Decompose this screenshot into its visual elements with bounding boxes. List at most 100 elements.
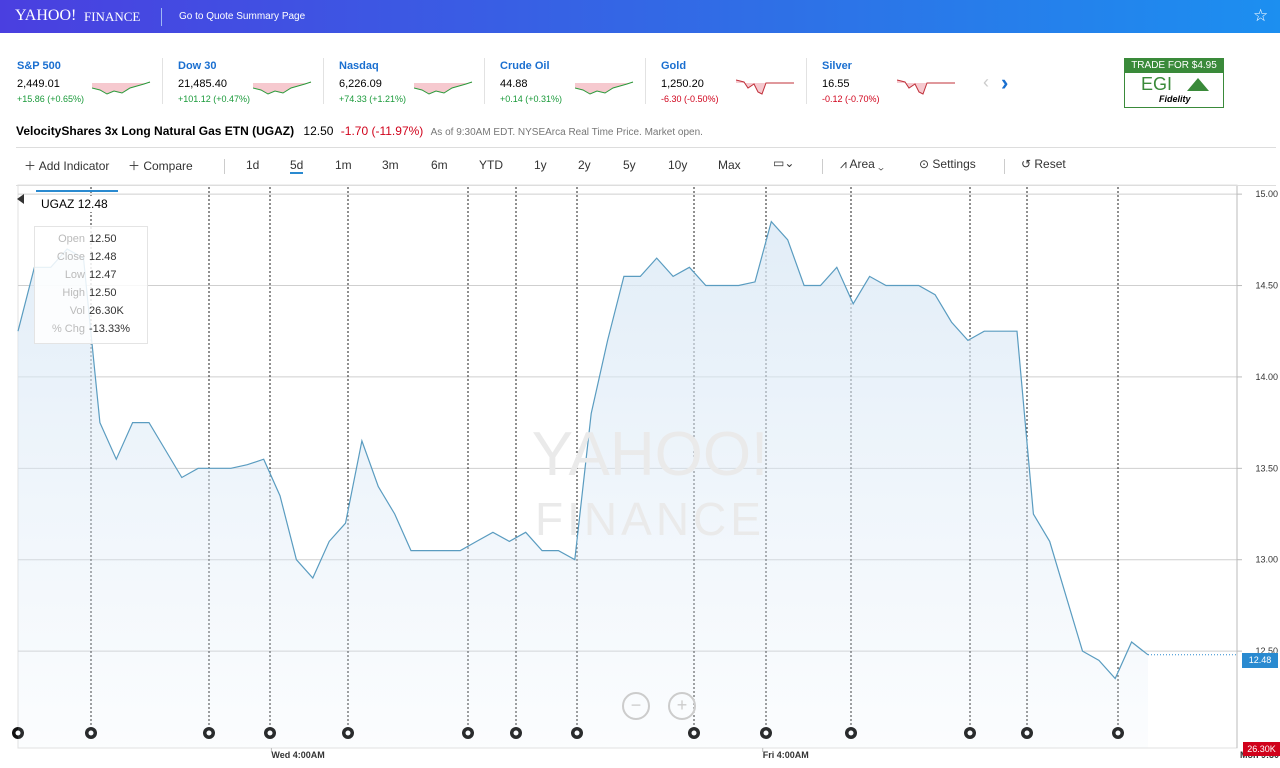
- sparkline: [736, 79, 794, 95]
- x-tick-label: Fri 4:00AM: [763, 750, 809, 760]
- ticker-change: -0.12 (-0.70%): [822, 94, 880, 104]
- sparkline: [414, 81, 473, 95]
- range-button[interactable]: 10y: [668, 158, 688, 172]
- tooltip-label: % Chg: [51, 323, 85, 335]
- ad-text: TRADE FOR $4.95: [1125, 59, 1223, 73]
- ticker-price: 21,485.40: [178, 78, 227, 90]
- range-button[interactable]: 1m: [335, 158, 352, 172]
- add-indicator-label: Add Indicator: [38, 159, 110, 173]
- range-button[interactable]: 6m: [431, 158, 448, 172]
- range-button[interactable]: 2y: [578, 158, 591, 172]
- sparkline: [897, 79, 955, 95]
- sparkline: [253, 81, 312, 95]
- y-tick-label: 14.50: [1255, 281, 1278, 291]
- quote-change: -1.70 (-11.97%): [340, 124, 424, 138]
- settings[interactable]: ⊙ Settings: [919, 157, 976, 171]
- range-button[interactable]: 5d: [290, 158, 304, 174]
- ticker[interactable]: S&P 500 2,449.01 +15.86 (+0.65%): [17, 60, 167, 105]
- ticker[interactable]: Dow 30 21,485.40 +101.12 (+0.47%): [178, 60, 328, 105]
- next-arrow[interactable]: ›: [1001, 70, 1009, 95]
- tooltip-label: Open: [58, 233, 85, 245]
- tooltip: Open 12.50 Close 12.48 Low 12.47 High 12.50 Vol 2…: [34, 226, 148, 344]
- divider: [484, 58, 485, 104]
- sparkline-area: [414, 82, 472, 94]
- divider: [161, 8, 162, 26]
- ticker-price: 2,449.01: [17, 78, 60, 90]
- range-button[interactable]: 1d: [246, 158, 260, 172]
- range-button[interactable]: 3m: [382, 158, 399, 172]
- y-tick-label: 15.00: [1255, 189, 1278, 199]
- ticker-change: +74.33 (+1.21%): [339, 94, 407, 104]
- brand-sub[interactable]: FINANCE: [84, 9, 141, 24]
- range-button[interactable]: YTD: [479, 158, 503, 172]
- ticker-change: +0.14 (+0.31%): [500, 94, 563, 104]
- prev-arrow[interactable]: ‹: [983, 72, 989, 92]
- ticker[interactable]: Nasdaq 6,226.09 +74.33 (+1.21%): [339, 60, 489, 105]
- ticker-name: Nasdaq: [339, 60, 379, 72]
- ticker[interactable]: Gold 1,250.20 -6.30 (-0.50%): [661, 60, 811, 105]
- range-button[interactable]: 1y: [534, 158, 547, 172]
- ticker-price: 1,250.20: [661, 78, 704, 90]
- divider: [1004, 159, 1005, 174]
- zoom-in[interactable]: +: [668, 692, 696, 720]
- tooltip-value: 12.50: [89, 233, 117, 245]
- sparkline-line: [414, 81, 473, 95]
- add-indicator[interactable]: ＋ Add Indicator: [24, 159, 110, 173]
- divider: [806, 58, 807, 104]
- y-tick-label: 12.50: [1255, 646, 1278, 656]
- tooltip-value: 12.48: [89, 251, 117, 263]
- y-tick-label: 14.00: [1255, 372, 1278, 382]
- ticker-name: Dow 30: [178, 60, 217, 72]
- ad-logo: EGI: [1141, 74, 1173, 94]
- calendar[interactable]: ▭⌄: [773, 156, 795, 170]
- divider: [224, 159, 225, 174]
- top-bar: YAHOO! FINANCE Go to Quote Summary Page …: [0, 0, 1280, 33]
- ticker-price: 16.55: [822, 78, 850, 90]
- volume-tag: 26.30K: [1243, 742, 1280, 756]
- compare[interactable]: ＋ Compare: [128, 159, 193, 173]
- quote-title: VelocityShares 3x Long Natural Gas ETN (…: [16, 124, 295, 138]
- sparkline-area: [736, 80, 794, 94]
- tooltip-value: 26.30K: [89, 305, 124, 317]
- tooltip-label: Low: [64, 269, 85, 281]
- reset-label: Reset: [1034, 157, 1066, 171]
- quote-price: 12.50: [303, 124, 334, 138]
- ad[interactable]: TRADE FOR $4.95 EGI Fidelity: [1124, 58, 1224, 108]
- sparkline-area: [575, 82, 633, 94]
- sparkline-area: [92, 82, 150, 94]
- ticker-change: +101.12 (+0.47%): [178, 94, 251, 104]
- range-button[interactable]: Max: [718, 158, 741, 172]
- quote-link[interactable]: Go to Quote Summary Page: [179, 11, 306, 22]
- ticker-price: 44.88: [500, 78, 528, 90]
- ad-triangle: [1187, 78, 1209, 91]
- price-area: [18, 221, 1148, 749]
- ticker-name: Crude Oil: [500, 60, 550, 72]
- divider: [822, 159, 823, 174]
- area-button[interactable]: ⩘ Area ⌄: [840, 157, 884, 171]
- star-icon[interactable]: ☆: [1253, 6, 1269, 25]
- quote-line: VelocityShares 3x Long Natural Gas ETN (…: [16, 124, 703, 138]
- settings-label: Settings: [932, 157, 976, 171]
- tooltip-value: 12.47: [89, 269, 117, 281]
- tooltip-pointer: [17, 194, 24, 204]
- ticker[interactable]: Crude Oil 44.88 +0.14 (+0.31%): [500, 60, 650, 105]
- tooltip-label: High: [62, 287, 85, 299]
- ticker-price: 6,226.09: [339, 78, 382, 90]
- last-price-tag: 12.48: [1242, 653, 1278, 668]
- tooltip-value: -13.33%: [89, 323, 130, 335]
- tooltip-label: Close: [56, 251, 85, 263]
- watermark: FINANCE: [535, 493, 765, 545]
- ticker[interactable]: Silver 16.55 -0.12 (-0.70%): [822, 60, 972, 105]
- x-tick-label: Wed 4:00AM: [271, 750, 324, 760]
- zoom-out[interactable]: −: [622, 692, 650, 720]
- y-tick-label: 13.00: [1255, 555, 1278, 565]
- reset[interactable]: ↺ Reset: [1021, 157, 1066, 171]
- tooltip-label: Vol: [69, 305, 85, 317]
- sparkline-line: [253, 81, 312, 95]
- tooltip-value: 12.50: [89, 287, 117, 299]
- y-tick-label: 13.50: [1255, 463, 1278, 473]
- brand[interactable]: YAHOO!: [15, 7, 77, 24]
- range-button[interactable]: 5y: [623, 158, 636, 172]
